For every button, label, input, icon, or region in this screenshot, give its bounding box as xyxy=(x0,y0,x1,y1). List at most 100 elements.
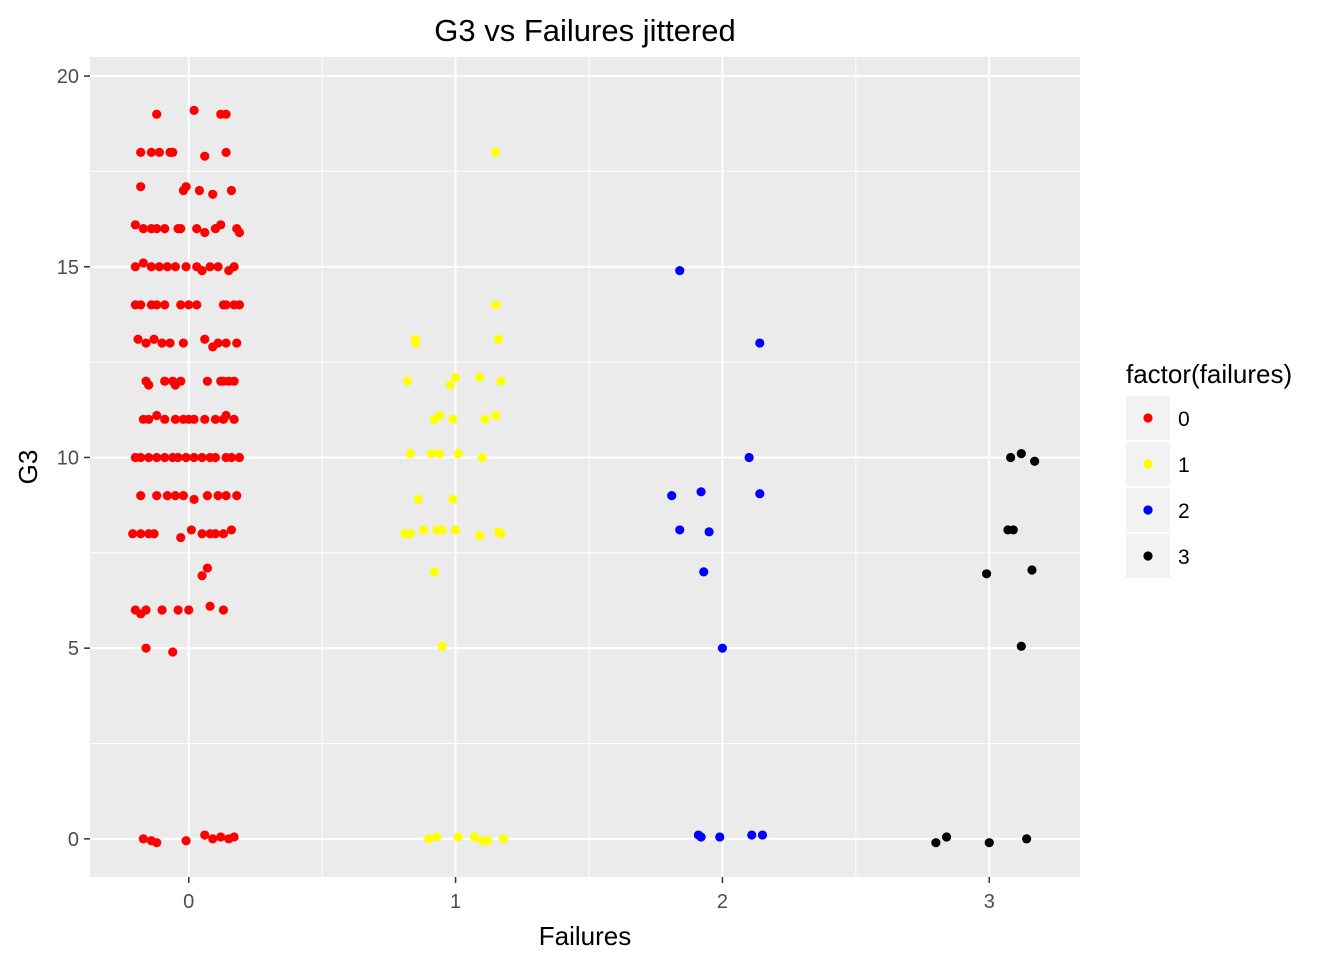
point-failures-0 xyxy=(197,452,207,463)
point-failures-0 xyxy=(218,605,229,615)
point-failures-2 xyxy=(755,489,765,499)
point-failures-3 xyxy=(1008,525,1018,535)
point-failures-2 xyxy=(755,338,765,348)
y-tick-label: 15 xyxy=(57,257,79,279)
point-failures-1 xyxy=(493,334,503,344)
point-failures-0 xyxy=(170,262,180,272)
point-failures-0 xyxy=(144,414,154,424)
point-failures-0 xyxy=(229,832,239,842)
point-failures-1 xyxy=(410,338,421,348)
point-failures-0 xyxy=(149,334,159,344)
y-tick-label: 10 xyxy=(57,447,79,469)
point-failures-0 xyxy=(146,147,156,157)
point-failures-0 xyxy=(202,491,213,501)
point-failures-1 xyxy=(418,525,429,535)
point-failures-1 xyxy=(437,641,447,651)
point-failures-0 xyxy=(216,220,226,230)
point-failures-2 xyxy=(757,830,768,840)
point-failures-3 xyxy=(941,832,952,842)
point-failures-2 xyxy=(696,487,706,497)
point-failures-0 xyxy=(192,300,202,310)
point-failures-1 xyxy=(437,525,447,535)
point-failures-0 xyxy=(157,605,167,615)
point-failures-0 xyxy=(152,491,162,501)
point-failures-0 xyxy=(221,147,231,157)
point-failures-0 xyxy=(197,529,207,539)
x-tick-label: 0 xyxy=(183,891,194,913)
point-failures-1 xyxy=(499,834,509,844)
point-failures-0 xyxy=(202,563,213,573)
point-failures-0 xyxy=(226,525,237,535)
point-failures-0 xyxy=(189,452,199,463)
point-failures-0 xyxy=(146,262,156,272)
point-failures-0 xyxy=(162,491,172,501)
x-tick-label: 2 xyxy=(717,891,728,913)
legend: factor(failures) 0 1 2 3 xyxy=(1126,359,1292,578)
legend-label: 3 xyxy=(1178,546,1190,569)
point-failures-3 xyxy=(1030,456,1040,466)
point-failures-1 xyxy=(453,449,463,459)
point-failures-0 xyxy=(213,338,223,348)
point-failures-1 xyxy=(445,380,455,390)
point-failures-0 xyxy=(178,338,188,348)
point-failures-0 xyxy=(221,300,231,310)
point-failures-0 xyxy=(160,300,170,310)
point-failures-0 xyxy=(144,380,154,390)
legend-title: factor(failures) xyxy=(1126,359,1292,389)
point-failures-0 xyxy=(141,643,151,653)
point-failures-0 xyxy=(152,224,162,234)
point-failures-0 xyxy=(226,452,237,463)
point-failures-0 xyxy=(221,410,231,421)
point-failures-3 xyxy=(931,838,941,848)
point-failures-0 xyxy=(176,224,186,234)
legend-label: 1 xyxy=(1178,454,1190,477)
point-failures-3 xyxy=(1006,452,1016,463)
point-failures-0 xyxy=(208,189,218,199)
point-failures-0 xyxy=(152,109,162,119)
point-failures-0 xyxy=(154,262,164,272)
legend-label: 2 xyxy=(1178,500,1190,523)
minor-gridlines xyxy=(90,57,1080,877)
point-failures-0 xyxy=(162,262,172,272)
point-failures-1 xyxy=(405,529,415,539)
point-failures-0 xyxy=(200,334,210,344)
point-failures-0 xyxy=(173,452,183,463)
point-failures-1 xyxy=(448,414,458,424)
point-failures-0 xyxy=(181,262,191,272)
point-failures-0 xyxy=(160,414,170,424)
point-failures-0 xyxy=(205,262,215,272)
point-failures-0 xyxy=(170,491,180,501)
y-tick-label: 20 xyxy=(57,66,79,88)
point-failures-0 xyxy=(130,262,140,272)
point-failures-0 xyxy=(184,300,194,310)
point-failures-0 xyxy=(200,830,210,840)
point-failures-1 xyxy=(405,449,415,459)
point-failures-0 xyxy=(176,300,186,310)
point-failures-1 xyxy=(496,376,506,386)
point-failures-0 xyxy=(141,338,151,348)
point-failures-0 xyxy=(136,147,146,157)
point-failures-0 xyxy=(189,105,199,115)
point-failures-2 xyxy=(717,643,728,653)
x-axis-title: Failures xyxy=(539,921,631,951)
point-failures-0 xyxy=(168,647,178,657)
legend-marker xyxy=(1143,459,1153,469)
point-failures-1 xyxy=(474,531,485,541)
point-failures-0 xyxy=(189,494,199,505)
point-failures-0 xyxy=(138,258,148,268)
point-failures-0 xyxy=(138,834,148,844)
point-failures-3 xyxy=(1016,449,1026,459)
point-failures-3 xyxy=(982,569,992,579)
point-failures-1 xyxy=(450,372,461,382)
point-failures-0 xyxy=(213,491,223,501)
point-failures-0 xyxy=(184,605,194,615)
point-failures-0 xyxy=(173,605,183,615)
point-failures-2 xyxy=(744,452,754,463)
point-failures-2 xyxy=(715,832,725,842)
point-failures-1 xyxy=(426,449,437,459)
point-failures-0 xyxy=(138,224,148,234)
plot-panel xyxy=(90,57,1080,877)
point-failures-0 xyxy=(229,262,239,272)
y-tick-label: 5 xyxy=(68,638,79,660)
